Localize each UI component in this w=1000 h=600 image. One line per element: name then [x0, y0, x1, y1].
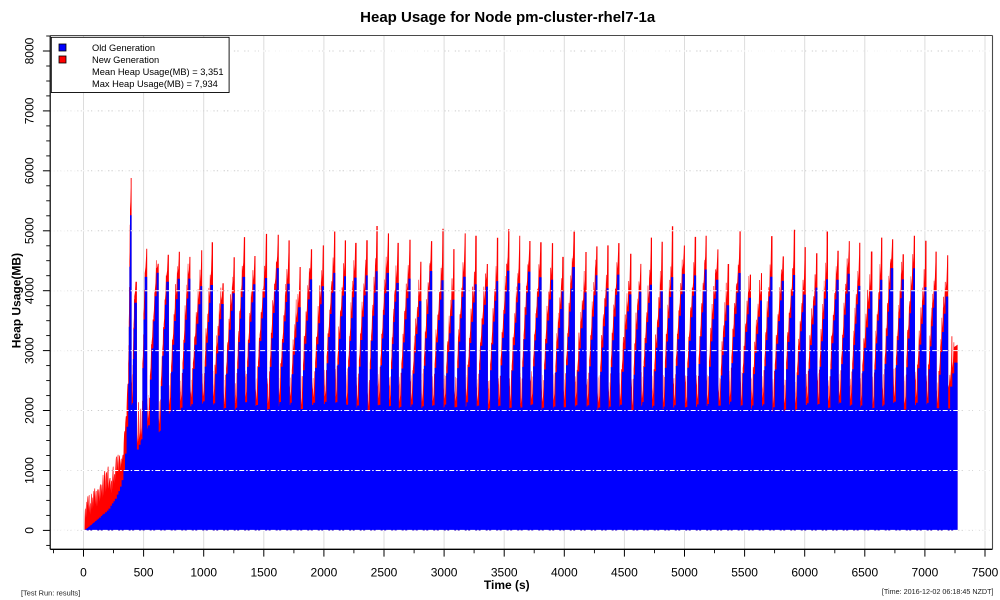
svg-text:4000: 4000 — [23, 277, 37, 304]
svg-text:500: 500 — [134, 566, 154, 580]
svg-text:1000: 1000 — [190, 566, 217, 580]
svg-text:5500: 5500 — [731, 566, 758, 580]
svg-text:4500: 4500 — [611, 566, 638, 580]
svg-text:[Test Run: results]: [Test Run: results] — [21, 589, 80, 598]
svg-text:0: 0 — [23, 527, 37, 534]
svg-text:Heap Usage(MB): Heap Usage(MB) — [10, 253, 24, 348]
svg-text:2000: 2000 — [23, 397, 37, 424]
svg-text:2000: 2000 — [311, 566, 338, 580]
svg-text:1500: 1500 — [250, 566, 277, 580]
svg-text:7000: 7000 — [23, 97, 37, 124]
svg-text:4000: 4000 — [551, 566, 578, 580]
svg-text:3500: 3500 — [491, 566, 518, 580]
svg-text:[Time: 2016-12-02 06:18:45 NZD: [Time: 2016-12-02 06:18:45 NZDT] — [882, 587, 994, 596]
svg-text:3000: 3000 — [431, 566, 458, 580]
svg-text:5000: 5000 — [671, 566, 698, 580]
svg-text:Mean Heap Usage(MB) = 3,351: Mean Heap Usage(MB) = 3,351 — [92, 67, 224, 77]
svg-text:5000: 5000 — [23, 217, 37, 244]
svg-text:3000: 3000 — [23, 337, 37, 364]
svg-text:0: 0 — [80, 566, 87, 580]
svg-text:7000: 7000 — [912, 566, 939, 580]
svg-text:Heap Usage for Node pm-cluster: Heap Usage for Node pm-cluster-rhel7-1a — [360, 9, 656, 26]
svg-text:7500: 7500 — [972, 566, 999, 580]
svg-text:Time (s): Time (s) — [484, 578, 530, 592]
svg-text:6500: 6500 — [851, 566, 878, 580]
svg-text:8000: 8000 — [23, 37, 37, 64]
svg-text:2500: 2500 — [371, 566, 398, 580]
svg-text:6000: 6000 — [23, 157, 37, 184]
svg-text:6000: 6000 — [791, 566, 818, 580]
svg-text:New Generation: New Generation — [92, 55, 159, 65]
svg-text:Old Generation: Old Generation — [92, 43, 155, 53]
svg-text:1000: 1000 — [23, 457, 37, 484]
svg-text:Max Heap Usage(MB) = 7,934: Max Heap Usage(MB) = 7,934 — [92, 79, 218, 89]
